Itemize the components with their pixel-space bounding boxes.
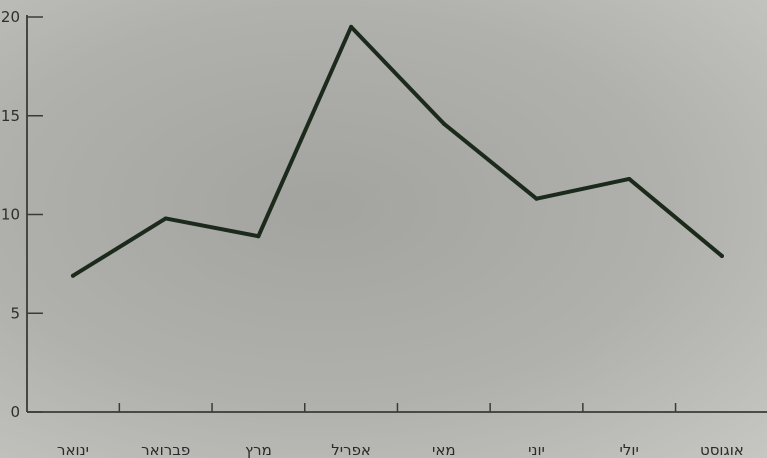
x-tick-label: אוגוסט xyxy=(700,441,744,458)
series-line xyxy=(71,24,724,278)
data-point xyxy=(349,24,354,29)
data-point xyxy=(256,234,261,239)
x-tick-label: מאי xyxy=(432,441,456,458)
x-tick-label: אפריל xyxy=(331,441,371,458)
y-axis-ticks: 0 5 10 15 20 xyxy=(1,8,43,421)
y-tick-label: 0 xyxy=(10,403,20,421)
x-tick-label: יוני xyxy=(528,441,545,458)
y-tick-label: 10 xyxy=(1,206,20,224)
data-point xyxy=(627,176,632,181)
data-point xyxy=(719,253,724,258)
y-tick-label: 20 xyxy=(1,8,20,26)
x-tick-label: פברואר xyxy=(141,441,190,458)
y-tick-label: 5 xyxy=(10,304,20,322)
x-axis-ticks: ינואר פברואר מרץ אפריל מאי יוני יולי אוגוסט xyxy=(57,403,744,458)
data-point xyxy=(163,216,168,221)
series-group xyxy=(71,24,724,278)
data-point xyxy=(534,196,539,201)
y-tick-label: 15 xyxy=(1,107,20,125)
x-tick-label: מרץ xyxy=(245,441,272,458)
x-tick-label: ינואר xyxy=(57,441,89,458)
data-point xyxy=(441,121,446,126)
x-tick-label: יולי xyxy=(620,441,639,458)
data-point xyxy=(71,273,75,278)
